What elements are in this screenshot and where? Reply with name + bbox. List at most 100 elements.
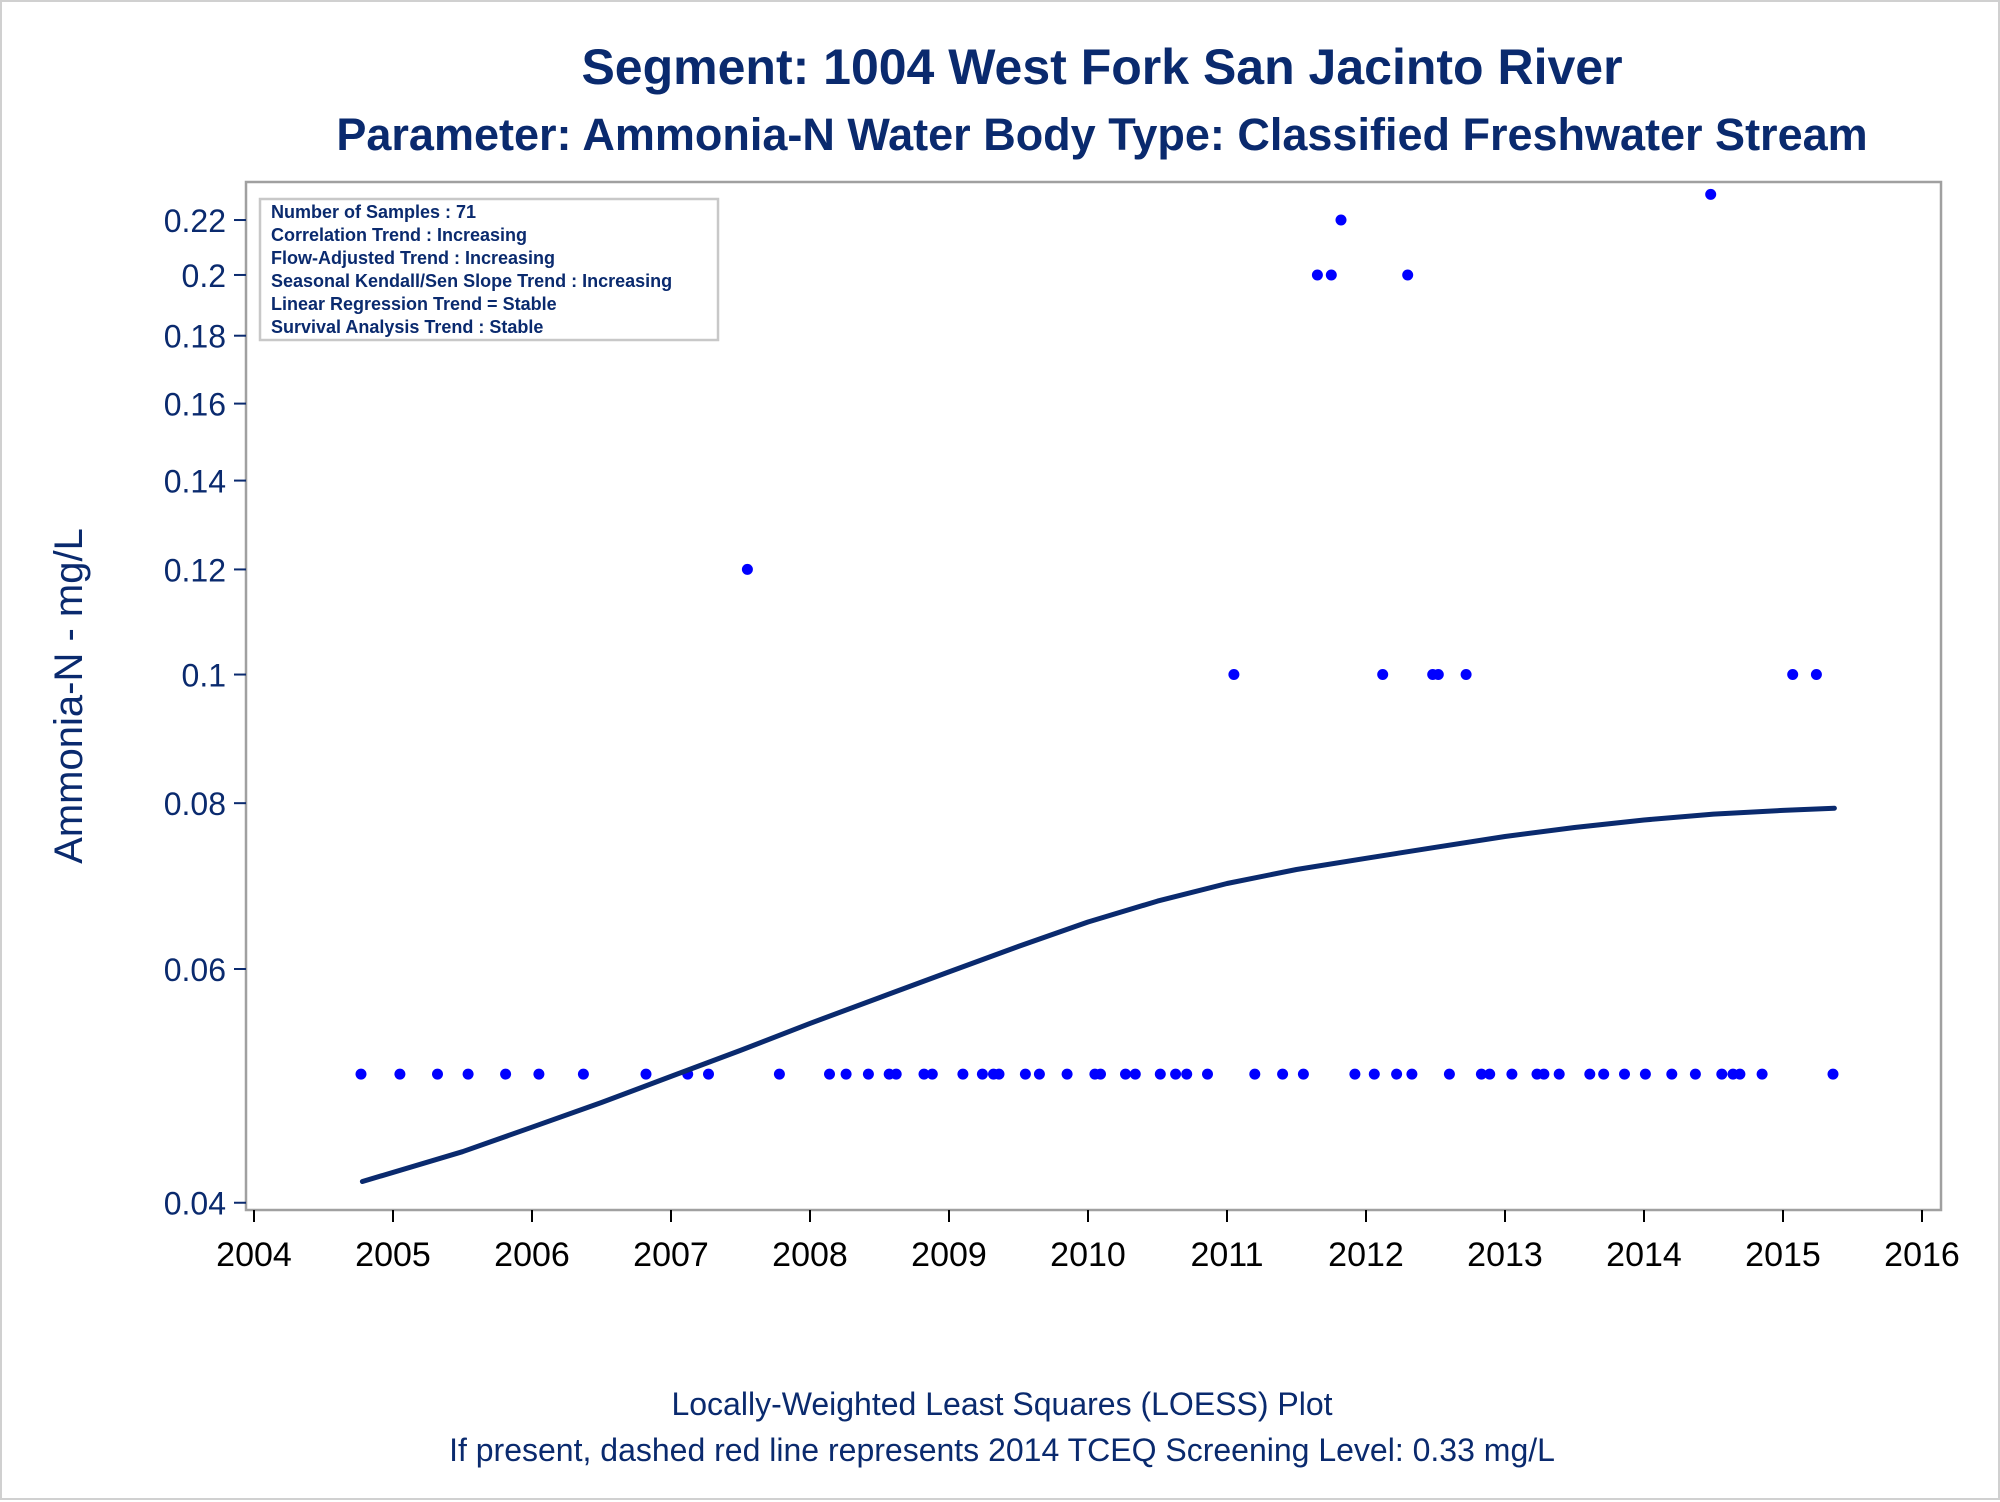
sample-point <box>1484 1068 1496 1080</box>
sample-point <box>1170 1068 1182 1080</box>
sample-point <box>1734 1068 1746 1080</box>
sample-point <box>1033 1068 1045 1080</box>
footnote-loess: Locally-Weighted Least Squares (LOESS) P… <box>671 1386 1332 1422</box>
chart-title: Segment: 1004 West Fork San Jacinto Rive… <box>581 39 1622 95</box>
sample-point <box>1325 269 1337 281</box>
x-tick-label: 2011 <box>1190 1236 1263 1274</box>
x-tick-label: 2005 <box>355 1236 431 1274</box>
sample-point <box>1538 1068 1550 1080</box>
sample-point <box>890 1068 902 1080</box>
sample-point <box>1095 1068 1106 1080</box>
sample-point <box>500 1068 512 1080</box>
sample-point <box>741 563 753 575</box>
sample-point <box>1827 1068 1839 1080</box>
y-tick-label: 0.2 <box>182 258 226 294</box>
stats-line-linear-regression: Linear Regression Trend = Stable <box>271 294 557 314</box>
sample-point <box>1810 669 1822 680</box>
sample-point <box>1402 269 1414 281</box>
sample-point <box>1598 1068 1610 1080</box>
y-tick-label: 0.1 <box>182 658 226 694</box>
sample-point <box>1705 188 1717 200</box>
sample-point <box>355 1068 367 1080</box>
sample-point <box>1553 1068 1565 1080</box>
sample-point <box>1129 1068 1141 1080</box>
sample-point <box>1406 1068 1418 1080</box>
x-tick-label: 2015 <box>1745 1236 1821 1274</box>
y-tick-label: 0.06 <box>164 952 226 988</box>
sample-point <box>1277 1068 1289 1080</box>
sample-point <box>1154 1068 1166 1080</box>
series-layer <box>355 188 1839 1184</box>
x-tick-label: 2007 <box>633 1236 709 1274</box>
sample-point <box>1716 1068 1728 1080</box>
stats-legend-box: Number of Samples : 71 Correlation Trend… <box>258 197 720 342</box>
sample-point <box>1311 269 1323 281</box>
sample-point <box>394 1068 406 1080</box>
sample-point <box>918 1068 930 1080</box>
y-tick-label: 0.18 <box>164 319 226 355</box>
sample-point <box>976 1068 988 1080</box>
x-tick-label: 2013 <box>1467 1236 1543 1274</box>
sample-point <box>1019 1068 1031 1080</box>
stats-line-flow-adjusted: Flow-Adjusted Trend : Increasing <box>271 248 555 268</box>
sample-point <box>1787 669 1799 680</box>
x-tick-label: 2006 <box>494 1236 570 1274</box>
x-tick-label: 2016 <box>1884 1236 1960 1274</box>
sample-point <box>1335 214 1347 226</box>
stats-line-correlation: Correlation Trend : Increasing <box>271 225 527 245</box>
sample-point <box>1756 1068 1768 1080</box>
sample-point <box>862 1068 874 1080</box>
sample-point <box>1061 1068 1073 1080</box>
sample-point <box>957 1068 969 1080</box>
x-tick-label: 2012 <box>1328 1236 1404 1274</box>
x-tick-label: 2009 <box>911 1236 987 1274</box>
sample-point <box>533 1068 545 1080</box>
stats-line-seasonal-kendall: Seasonal Kendall/Sen Slope Trend : Incre… <box>271 271 672 291</box>
sample-point <box>1349 1068 1361 1080</box>
stats-legend-frame <box>258 197 720 342</box>
sample-point <box>993 1068 1005 1080</box>
sample-point <box>432 1068 443 1080</box>
x-tick-label: 2014 <box>1606 1236 1682 1274</box>
loess-curve <box>359 805 1837 1184</box>
x-tick-label: 2004 <box>216 1236 292 1274</box>
sample-point <box>577 1068 589 1080</box>
sample-point <box>1666 1068 1678 1080</box>
sample-point <box>1443 1068 1455 1080</box>
x-axis: 2004 2005 2006 2007 2008 2009 2010 2011 2012 2013… <box>216 1210 1960 1274</box>
sample-point <box>1377 669 1389 680</box>
sample-point <box>1228 669 1240 680</box>
sample-point <box>1202 1068 1213 1080</box>
sample-point <box>640 1068 652 1080</box>
y-tick-label: 0.04 <box>164 1186 226 1222</box>
sample-point <box>824 1068 835 1080</box>
x-tick-label: 2010 <box>1050 1236 1126 1274</box>
x-tick-label: 2008 <box>772 1236 848 1274</box>
y-tick-label: 0.12 <box>164 552 226 588</box>
sample-point <box>1368 1068 1380 1080</box>
sample-point <box>1297 1068 1309 1080</box>
y-tick-label: 0.08 <box>164 786 226 822</box>
sample-point <box>462 1068 474 1080</box>
sample-point <box>1639 1068 1651 1080</box>
sample-point <box>840 1068 852 1080</box>
sample-point <box>1584 1068 1596 1080</box>
plot-area <box>244 180 1943 1212</box>
sample-point <box>773 1068 785 1080</box>
sample-point <box>1249 1068 1261 1080</box>
y-tick-label: 0.22 <box>164 203 226 239</box>
sample-point <box>1391 1068 1403 1080</box>
sample-point <box>1460 669 1472 680</box>
sample-point <box>1506 1068 1518 1080</box>
sample-point <box>926 1068 938 1080</box>
y-axis-label: Ammonia-N - mg/L <box>47 528 91 864</box>
sample-point <box>1120 1068 1131 1080</box>
sample-point <box>1432 669 1444 680</box>
chart-subtitle: Parameter: Ammonia-N Water Body Type: Cl… <box>336 109 1867 160</box>
sample-point <box>1689 1068 1701 1080</box>
y-axis: 0.04 0.06 0.08 0.1 0.12 0.14 0.16 0.18 0.2 0.22 <box>164 203 246 1222</box>
y-tick-label: 0.16 <box>164 387 226 423</box>
sample-point <box>703 1068 714 1080</box>
